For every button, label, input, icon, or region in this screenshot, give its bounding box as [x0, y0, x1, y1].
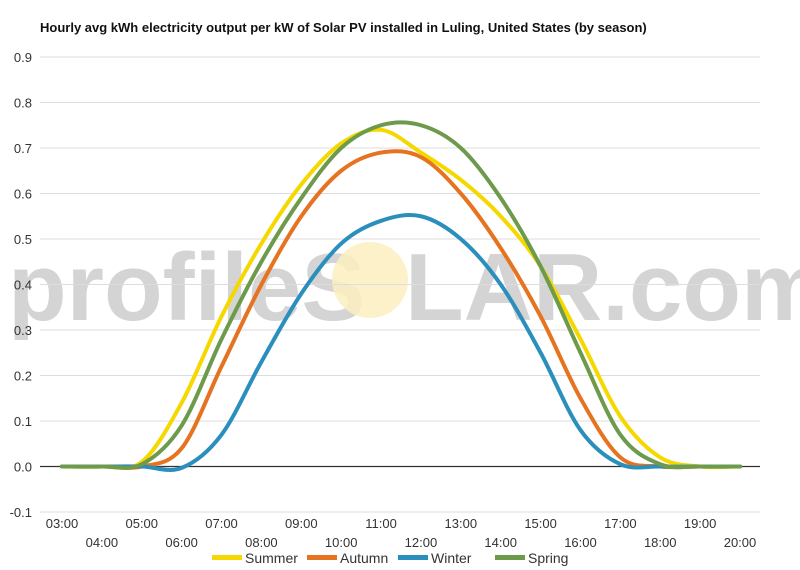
watermark-text-right: LAR.com [405, 234, 800, 341]
x-tick-label: 04:00 [86, 535, 119, 550]
x-tick-label: 06:00 [165, 535, 198, 550]
legend-label: Summer [245, 550, 298, 566]
watermark-sun-icon [332, 242, 408, 318]
x-tick-label: 13:00 [445, 516, 478, 531]
y-tick-label: -0.1 [10, 505, 32, 520]
x-tick-label: 05:00 [125, 516, 158, 531]
x-tick-label: 03:00 [46, 516, 79, 531]
series-line-autumn [60, 149, 742, 470]
x-tick-label: 15:00 [524, 516, 557, 531]
x-tick-label: 19:00 [684, 516, 717, 531]
y-tick-label: 0.3 [14, 323, 32, 338]
legend-label: Winter [431, 550, 472, 566]
watermark: profileS LAR.com [8, 234, 800, 341]
legend-swatch [398, 555, 428, 560]
legend-label: Spring [528, 550, 568, 566]
series-line-summer [60, 127, 742, 470]
x-tick-label: 10:00 [325, 535, 358, 550]
legend-swatch [307, 555, 337, 560]
x-tick-label: 08:00 [245, 535, 278, 550]
x-tick-label: 11:00 [365, 516, 397, 531]
legend-swatch [212, 555, 242, 560]
x-tick-label: 09:00 [285, 516, 318, 531]
x-tick-label: 07:00 [205, 516, 238, 531]
x-tick-label: 14:00 [484, 535, 517, 550]
watermark-text-left: profileS [8, 234, 365, 341]
y-tick-label: 0.4 [14, 278, 32, 293]
y-tick-label: 0.2 [14, 369, 32, 384]
y-tick-label: 0.5 [14, 232, 32, 247]
y-tick-label: 0.9 [14, 50, 32, 65]
x-axis-ticks: 03:00 04:00 05:00 06:00 07:00 08:00 09:00 10:00… [46, 516, 757, 550]
legend-label: Autumn [340, 550, 388, 566]
chart-title: Hourly avg kWh electricity output per kW… [40, 20, 647, 35]
y-axis-ticks: 0.9 0.8 0.7 0.6 0.5 0.4 0.3 0.2 0.1 0.0 -0.1 [10, 50, 32, 520]
y-tick-label: 0.8 [14, 96, 32, 111]
x-tick-label: 17:00 [604, 516, 637, 531]
series-lines [60, 120, 742, 472]
x-tick-label: 12:00 [405, 535, 438, 550]
legend: Summer Autumn Winter Spring [212, 550, 568, 566]
y-tick-label: 0.6 [14, 187, 32, 202]
y-tick-label: 0.7 [14, 141, 32, 156]
y-tick-label: 0.0 [14, 460, 32, 475]
y-tick-label: 0.1 [14, 414, 32, 429]
grid [40, 56, 760, 513]
x-tick-label: 18:00 [644, 535, 677, 550]
series-line-spring [60, 120, 742, 470]
x-tick-label: 20:00 [724, 535, 757, 550]
x-tick-label: 16:00 [564, 535, 597, 550]
legend-swatch [495, 555, 525, 560]
series-line-winter [60, 213, 742, 472]
